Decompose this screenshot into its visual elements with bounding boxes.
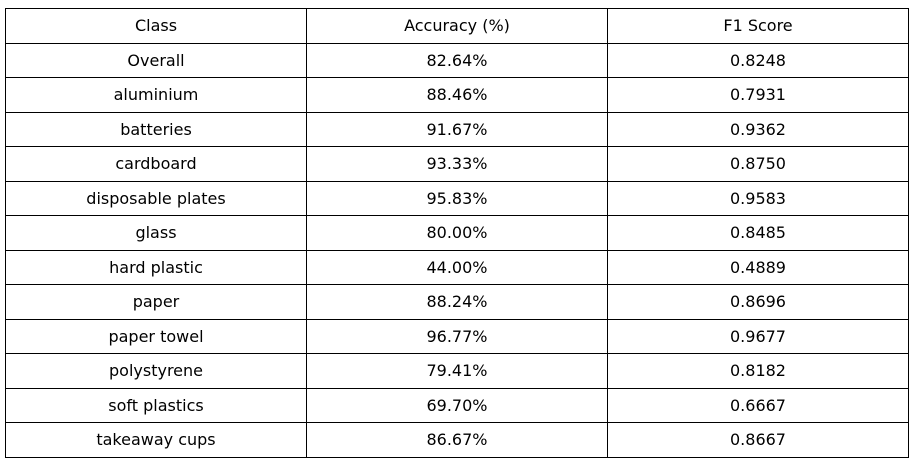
cell-f1-score: 0.9677 [607, 318, 909, 354]
table-row: batteries 91.67% 0.9362 [5, 111, 909, 147]
cell-class: hard plastic [5, 249, 307, 285]
table-row: Overall 82.64% 0.8248 [5, 42, 909, 78]
table-row: hard plastic 44.00% 0.4889 [5, 249, 909, 285]
cell-f1-score: 0.8667 [607, 422, 909, 458]
table-row: takeaway cups 86.67% 0.8667 [5, 422, 909, 458]
cell-accuracy: 80.00% [306, 215, 608, 251]
cell-f1-score: 0.8485 [607, 215, 909, 251]
cell-f1-score: 0.4889 [607, 249, 909, 285]
cell-accuracy: 88.24% [306, 284, 608, 320]
cell-f1-score: 0.8248 [607, 42, 909, 78]
header-f1-score: F1 Score [607, 8, 909, 44]
cell-accuracy: 79.41% [306, 353, 608, 389]
results-table: Class Accuracy (%) F1 Score Overall 82.64… [5, 8, 909, 458]
cell-accuracy: 96.77% [306, 318, 608, 354]
cell-class: paper [5, 284, 307, 320]
cell-class: soft plastics [5, 387, 307, 423]
table-row: paper towel 96.77% 0.9677 [5, 318, 909, 354]
cell-f1-score: 0.8696 [607, 284, 909, 320]
header-accuracy: Accuracy (%) [306, 8, 608, 44]
cell-accuracy: 91.67% [306, 111, 608, 147]
header-class: Class [5, 8, 307, 44]
table-row: disposable plates 95.83% 0.9583 [5, 180, 909, 216]
cell-f1-score: 0.6667 [607, 387, 909, 423]
results-table-container: Class Accuracy (%) F1 Score Overall 82.64… [5, 8, 909, 458]
cell-accuracy: 95.83% [306, 180, 608, 216]
cell-accuracy: 86.67% [306, 422, 608, 458]
cell-accuracy: 93.33% [306, 146, 608, 182]
cell-f1-score: 0.7931 [607, 77, 909, 113]
cell-class: polystyrene [5, 353, 307, 389]
table-row: glass 80.00% 0.8485 [5, 215, 909, 251]
cell-class: takeaway cups [5, 422, 307, 458]
cell-accuracy: 88.46% [306, 77, 608, 113]
cell-class: disposable plates [5, 180, 307, 216]
table-row: paper 88.24% 0.8696 [5, 284, 909, 320]
cell-class: batteries [5, 111, 307, 147]
cell-f1-score: 0.9362 [607, 111, 909, 147]
cell-class: aluminium [5, 77, 307, 113]
cell-accuracy: 69.70% [306, 387, 608, 423]
cell-f1-score: 0.8182 [607, 353, 909, 389]
cell-class: glass [5, 215, 307, 251]
cell-accuracy: 44.00% [306, 249, 608, 285]
cell-f1-score: 0.9583 [607, 180, 909, 216]
table-row: polystyrene 79.41% 0.8182 [5, 353, 909, 389]
header-row: Class Accuracy (%) F1 Score [5, 8, 909, 44]
cell-class: paper towel [5, 318, 307, 354]
table-row: soft plastics 69.70% 0.6667 [5, 387, 909, 423]
table-body: Overall 82.64% 0.8248 aluminium 88.46% 0.7931… [5, 42, 909, 458]
cell-f1-score: 0.8750 [607, 146, 909, 182]
cell-class: cardboard [5, 146, 307, 182]
cell-class: Overall [5, 42, 307, 78]
cell-accuracy: 82.64% [306, 42, 608, 78]
table-row: cardboard 93.33% 0.8750 [5, 146, 909, 182]
table-row: aluminium 88.46% 0.7931 [5, 77, 909, 113]
